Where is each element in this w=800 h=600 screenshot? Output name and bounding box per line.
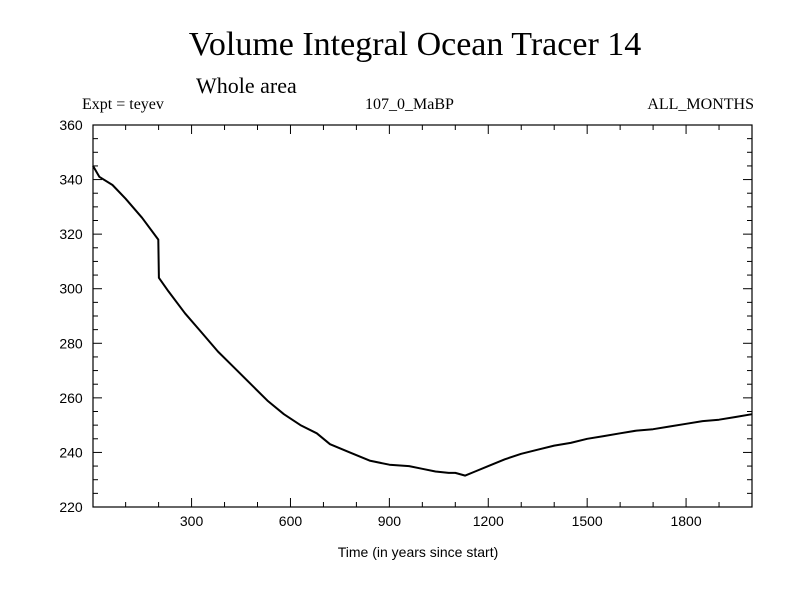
x-tick-label: 600 [279,513,303,529]
x-tick-label: 1800 [670,513,701,529]
months-label: ALL_MONTHS [647,96,754,113]
plot-frame [92,124,753,508]
y-tick-label: 360 [59,117,83,133]
x-axis-label: Time (in years since start) [338,544,499,560]
axis-ticks [93,124,752,508]
x-tick-label: 1500 [572,513,603,529]
series-line [92,165,753,477]
y-tick-label: 280 [59,335,83,351]
run-label: 107_0_MaBP [365,96,454,113]
y-tick-label: 240 [59,444,83,460]
tick-labels: 300 600 900 1200 1500 1800 220 240 260 280 300 320 3… [59,117,702,529]
chart-title: Volume Integral Ocean Tracer 14 [188,26,642,63]
y-tick-label: 300 [59,281,83,297]
x-tick-label: 1200 [473,513,504,529]
x-tick-label: 900 [378,513,402,529]
y-tick-label: 320 [59,226,83,242]
series-layer [92,165,753,477]
y-tick-label: 220 [59,499,83,515]
chart-subtitle: Whole area [196,73,297,98]
x-tick-label: 300 [180,513,204,529]
experiment-label: Expt = teyev [82,96,164,113]
y-tick-label: 260 [59,390,83,406]
y-tick-label: 340 [59,172,83,188]
